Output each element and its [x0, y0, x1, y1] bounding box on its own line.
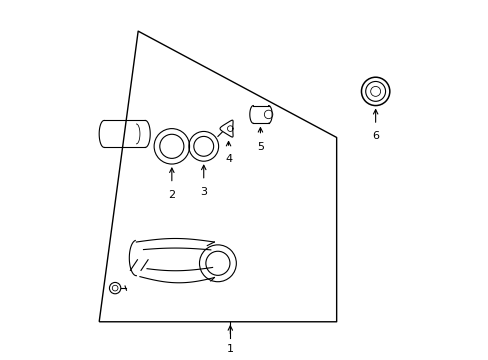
Text: 3: 3 [200, 187, 207, 197]
Text: 6: 6 [371, 131, 378, 141]
Text: 2: 2 [168, 190, 175, 200]
Text: 5: 5 [256, 142, 264, 152]
Text: 1: 1 [226, 344, 233, 354]
Text: 4: 4 [224, 154, 232, 165]
